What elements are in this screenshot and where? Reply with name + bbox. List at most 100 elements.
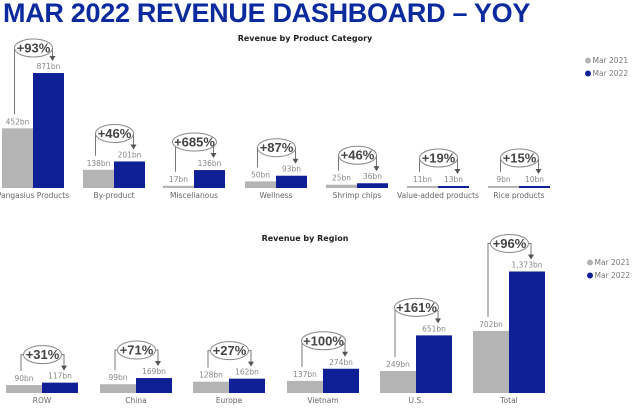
arrow-down-icon	[61, 365, 67, 371]
bar-group: 9bn 10bn Rice products +15%	[488, 148, 550, 200]
data-label-mar-2021: 99bn	[108, 373, 127, 382]
arrow-down-icon	[49, 56, 56, 62]
growth-badge	[117, 340, 156, 360]
bar-mar-2022	[276, 175, 307, 188]
arrow-down-icon	[435, 318, 441, 324]
data-label-mar-2021: 50bn	[251, 170, 270, 179]
data-label-mar-2022: 162bn	[235, 368, 259, 377]
bar-mar-2022	[438, 186, 469, 188]
growth-badge	[338, 145, 377, 165]
data-label-mar-2021: 452bn	[6, 117, 30, 126]
bar-mar-2022	[33, 73, 64, 188]
page-title: MAR 2022 REVENUE DASHBOARD – YOY	[3, 0, 531, 28]
growth-percentage: +15%	[503, 151, 537, 166]
arrow-down-icon	[454, 169, 461, 174]
growth-connector-left	[301, 340, 303, 367]
data-label-mar-2022: 36bn	[363, 172, 382, 181]
growth-percentage: +71%	[120, 343, 154, 358]
legend: Mar 2021 Mar 2022	[587, 258, 630, 280]
legend-marker-mar-2021	[585, 57, 591, 64]
growth-percentage: +31%	[26, 347, 60, 362]
data-label-mar-2021: 25bn	[332, 174, 351, 183]
data-label-mar-2022: 651bn	[422, 324, 446, 333]
growth-percentage: +46%	[341, 148, 375, 163]
bar-group: 702bn 1,373bn Total +96%	[473, 233, 545, 405]
data-label-mar-2022: 169bn	[142, 367, 166, 376]
bar-mar-2021	[245, 181, 276, 188]
bar-group: 17bn 136bn Miscellanous +685%	[163, 132, 225, 200]
growth-badge	[23, 345, 62, 365]
arrow-down-icon	[248, 361, 254, 367]
growth-badge	[394, 297, 439, 317]
bar-mar-2022	[323, 368, 359, 393]
growth-percentage: +87%	[260, 140, 294, 155]
bar-group: 90bn 117bn ROW +31%	[6, 345, 78, 405]
chart-title: Revenue by Region	[262, 234, 349, 243]
growth-percentage: +685%	[174, 135, 215, 150]
bar-mar-2022	[42, 382, 78, 393]
legend-marker-mar-2021	[587, 259, 593, 266]
bar-mar-2021	[193, 381, 229, 393]
legend: Mar 2021 Mar 2022	[585, 56, 628, 78]
legend-label-mar-2022: Mar 2022	[595, 271, 631, 280]
legend-marker-mar-2022	[585, 70, 591, 77]
bar-mar-2022	[136, 378, 172, 393]
data-label-mar-2021: 137bn	[293, 370, 317, 379]
data-label-mar-2021: 702bn	[479, 320, 503, 329]
bar-mar-2021	[100, 384, 136, 393]
bar-mar-2022	[509, 271, 545, 393]
arrow-down-icon	[292, 158, 299, 164]
arrow-down-icon	[130, 144, 137, 150]
growth-badge	[419, 148, 458, 168]
category-label: Wellness	[260, 191, 293, 200]
legend-label-mar-2022: Mar 2022	[593, 69, 629, 78]
data-label-mar-2022: 117bn	[48, 372, 72, 381]
bar-mar-2021	[488, 186, 519, 188]
category-label: U.S.	[408, 396, 423, 405]
bar-mar-2021	[163, 185, 194, 188]
growth-connector-left	[114, 349, 118, 371]
bar-mar-2021	[380, 370, 416, 393]
growth-connector-right	[155, 349, 159, 363]
arrow-down-icon	[373, 166, 380, 172]
category-label: Rice products	[493, 191, 544, 200]
growth-connector-left	[20, 354, 24, 372]
growth-percentage: +96%	[493, 236, 527, 251]
bar-mar-2022	[114, 161, 145, 188]
growth-connector-right	[248, 350, 252, 363]
category-label: Europe	[216, 396, 243, 405]
growth-badge	[210, 341, 249, 361]
bar-mar-2022	[416, 335, 452, 393]
growth-badge	[14, 38, 53, 58]
arrow-down-icon	[528, 254, 534, 260]
bar-mar-2022	[229, 378, 265, 393]
growth-percentage: +161%	[396, 300, 437, 315]
category-label: China	[125, 396, 146, 405]
data-label-mar-2021: 128bn	[199, 371, 223, 380]
data-label-mar-2021: 17bn	[169, 175, 188, 184]
arrow-down-icon	[210, 153, 217, 159]
bar-group: 11bn 13bn Value-added products +19%	[397, 148, 479, 200]
growth-percentage: +27%	[213, 343, 247, 358]
bar-group: 25bn 36bn Shrimp chips +46%	[326, 145, 388, 200]
data-label-mar-2022: 274bn	[329, 358, 353, 367]
bar-group: 452bn 871bn Pangasius Products +93%	[0, 38, 69, 200]
data-label-mar-2022: 1,373bn	[512, 260, 543, 269]
legend-label-mar-2021: Mar 2021	[595, 258, 631, 267]
growth-connector-right	[61, 354, 65, 367]
data-label-mar-2021: 90bn	[14, 374, 33, 383]
bar-mar-2021	[287, 380, 323, 393]
data-label-mar-2021: 11bn	[413, 175, 432, 184]
category-label: Miscellanous	[170, 191, 218, 200]
bar-mar-2021	[2, 128, 33, 188]
category-label: Vietnam	[307, 396, 338, 405]
category-label: Pangasius Products	[0, 191, 69, 200]
legend-marker-mar-2022	[587, 272, 593, 279]
category-label: Value-added products	[397, 191, 479, 200]
bar-group: 137bn 274bn Vietnam +100%	[287, 331, 359, 405]
data-label-mar-2021: 9bn	[496, 175, 511, 184]
data-label-mar-2022: 201bn	[118, 150, 142, 159]
chart-title: Revenue by Product Category	[238, 34, 373, 43]
